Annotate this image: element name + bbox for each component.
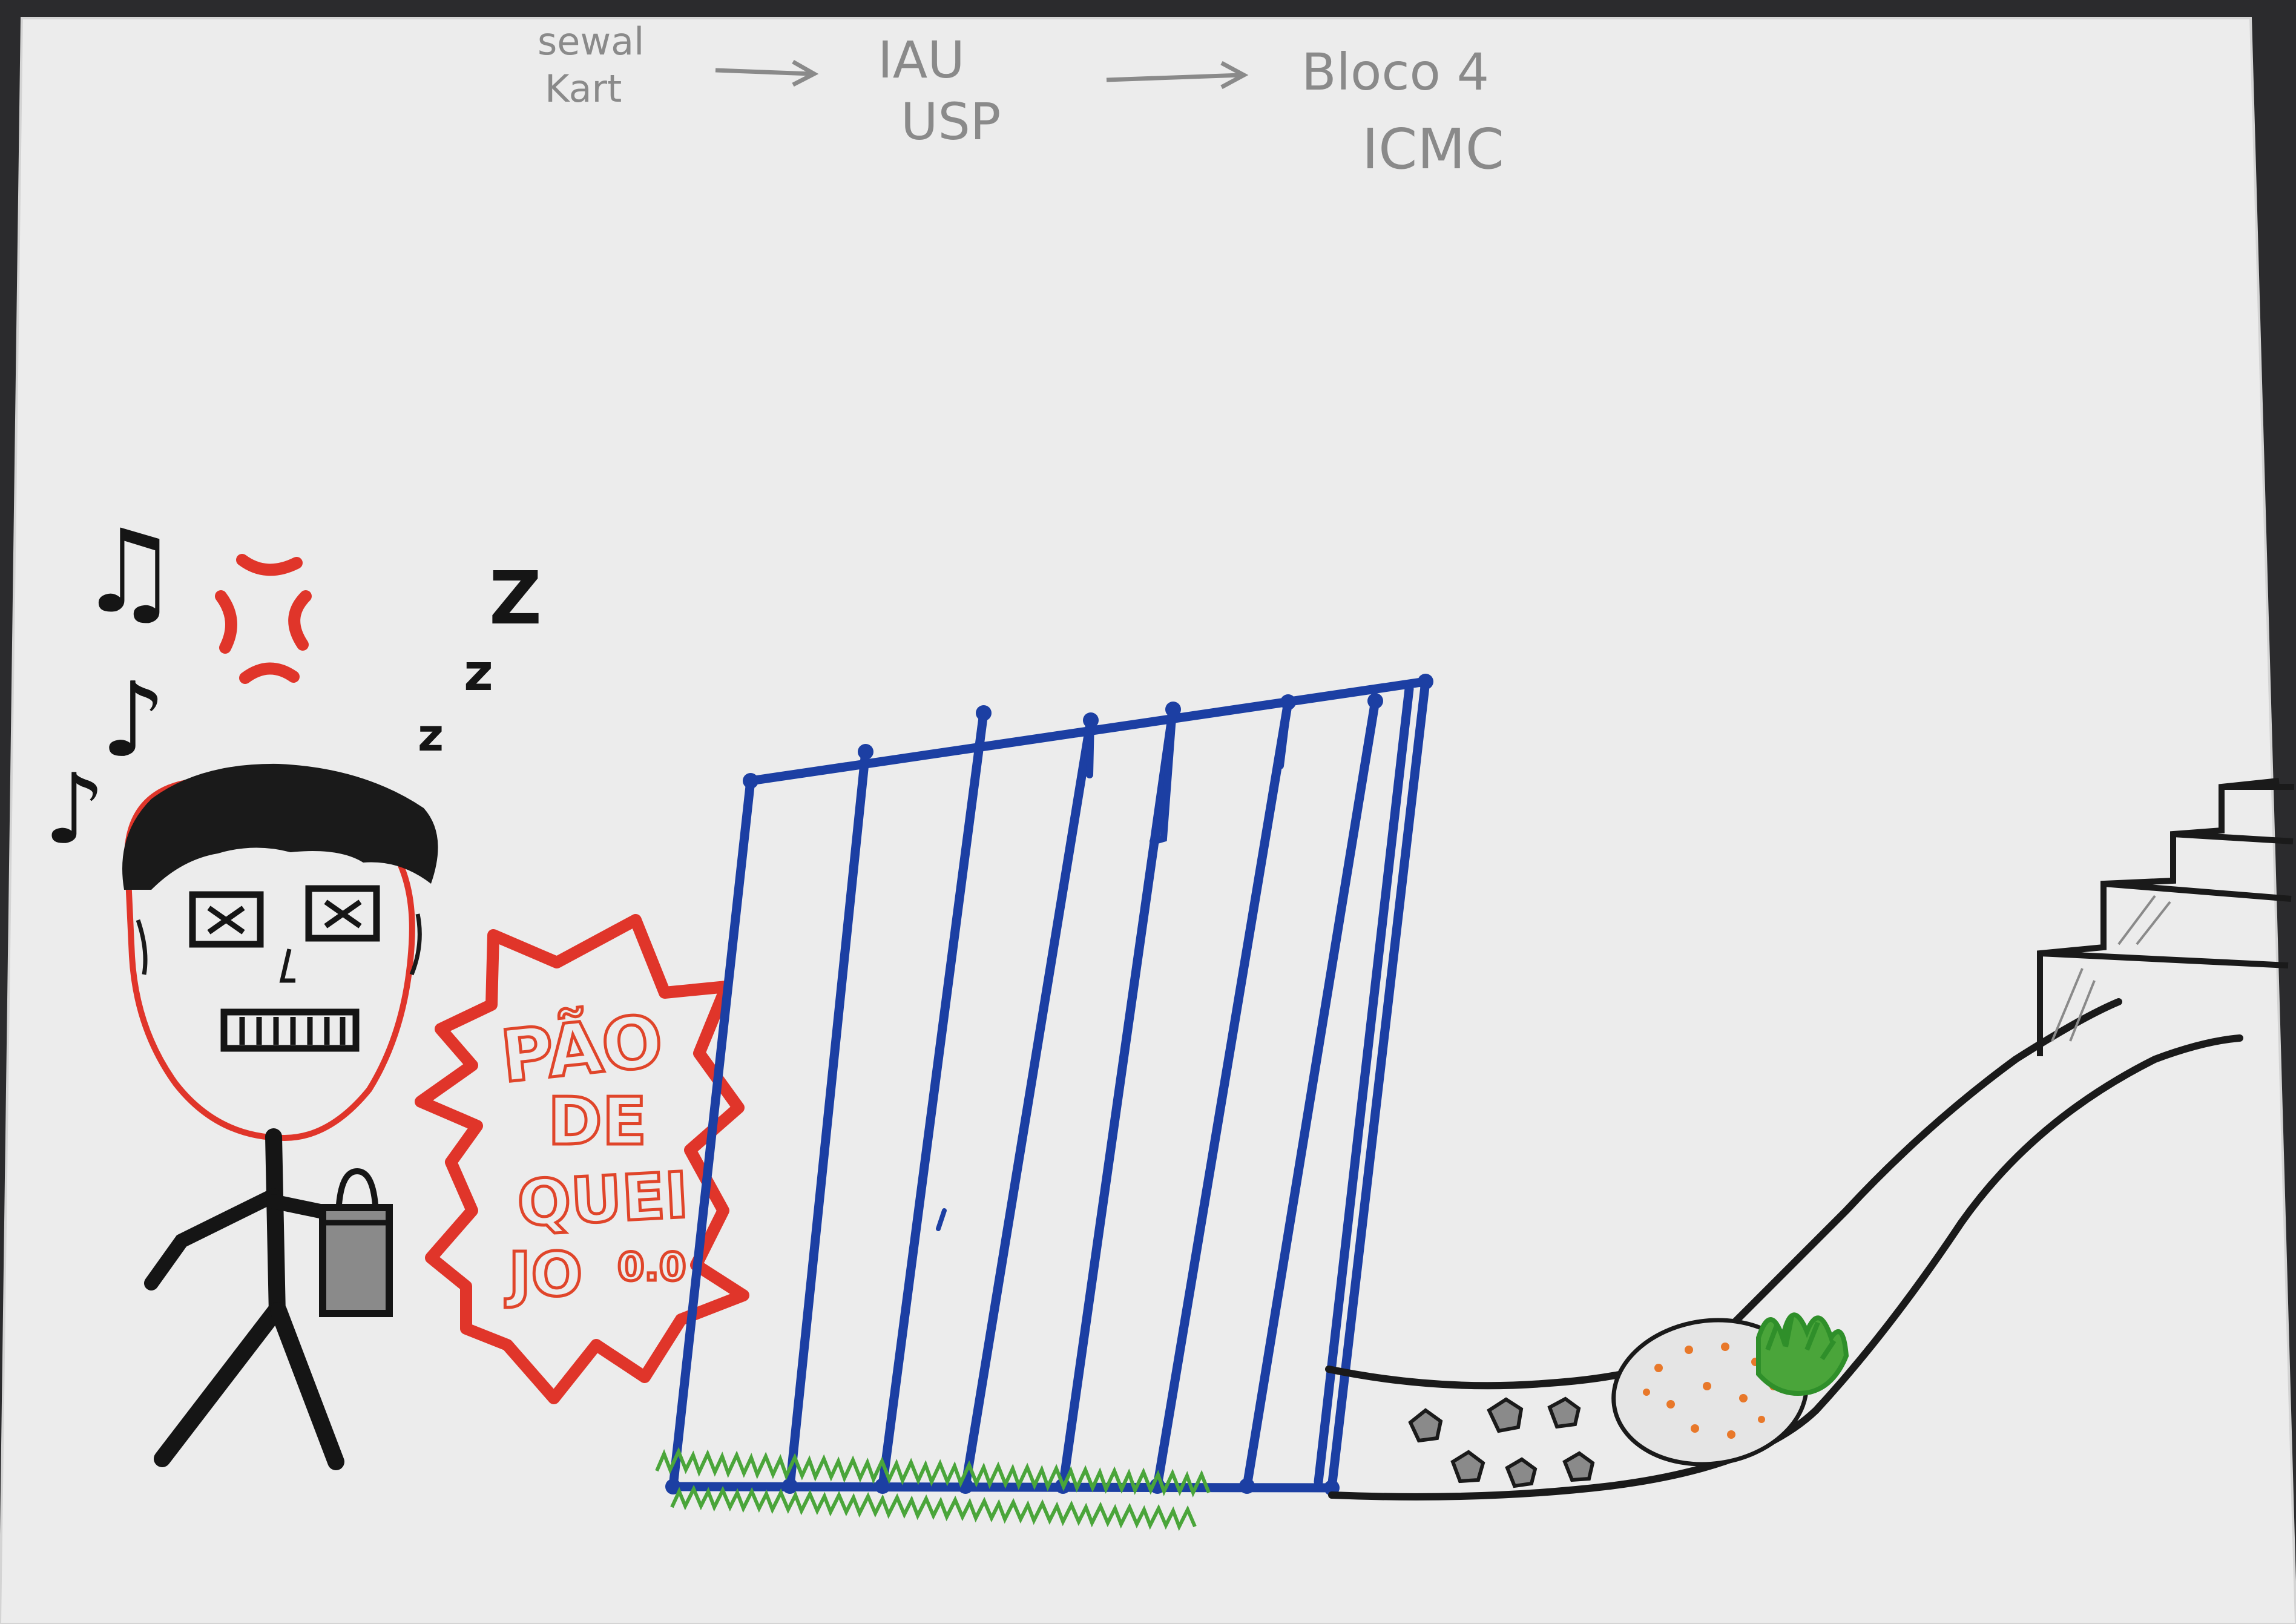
sleep-marks: Z z z (418, 557, 542, 761)
music-notes: ♫ ♪ ♪ (44, 505, 180, 866)
burst-text-line4: JO (505, 1239, 582, 1310)
burst-shape (415, 914, 749, 1404)
blue-gate (668, 676, 1431, 1493)
burst-text-line1: PÃO (497, 999, 666, 1099)
arrow-right-icon (715, 59, 819, 87)
figure-leg-left (154, 1302, 285, 1467)
figure-arm-left (144, 1188, 281, 1290)
burst-text-line3: QUEI (516, 1158, 691, 1241)
shout-burst: PÃO DE QUEI JO 0.0 (415, 914, 749, 1404)
route-step2-line2: USP (901, 92, 1001, 151)
dead-eye-icon (305, 885, 380, 942)
route-step3-line2: ICMC (1362, 117, 1504, 182)
winding-road (1325, 998, 2243, 1501)
route-step1-line2: Kart (545, 67, 622, 111)
anger-vein-icon (215, 554, 312, 684)
staircase-shading (2051, 895, 2171, 1042)
burst-text-line2: DE (548, 1084, 646, 1160)
music-note-icon: ♪ (44, 752, 105, 866)
figure-torso (265, 1128, 286, 1322)
road-stones (1408, 1396, 1595, 1488)
route-header: sewal Kart IAU USP Bloco 4 ICMC (538, 19, 1504, 182)
green-bush (1756, 1312, 1849, 1396)
music-note-icon: ♪ (100, 660, 166, 780)
dead-eye-icon (189, 891, 264, 948)
sleep-z-large: Z (489, 557, 542, 641)
route-step2-line1: IAU (878, 30, 965, 90)
stick-figure (122, 763, 438, 1470)
staircase (2037, 778, 2294, 1056)
shopping-bag-icon (319, 1168, 393, 1317)
figure-leg-right (270, 1302, 344, 1470)
grimace-mouth (220, 1008, 360, 1052)
arrow-right-icon (1106, 61, 1249, 90)
burst-text-tail: 0.0 (617, 1245, 686, 1290)
sleep-z-small: z (418, 709, 444, 761)
route-step1-line1: sewal (538, 19, 644, 64)
music-note-icon: ♫ (77, 505, 180, 639)
sleep-z-medium: z (464, 643, 493, 702)
route-step3-line1: Bloco 4 (1301, 42, 1489, 102)
figure-hair (122, 763, 438, 890)
grass-strip (655, 1447, 1211, 1531)
